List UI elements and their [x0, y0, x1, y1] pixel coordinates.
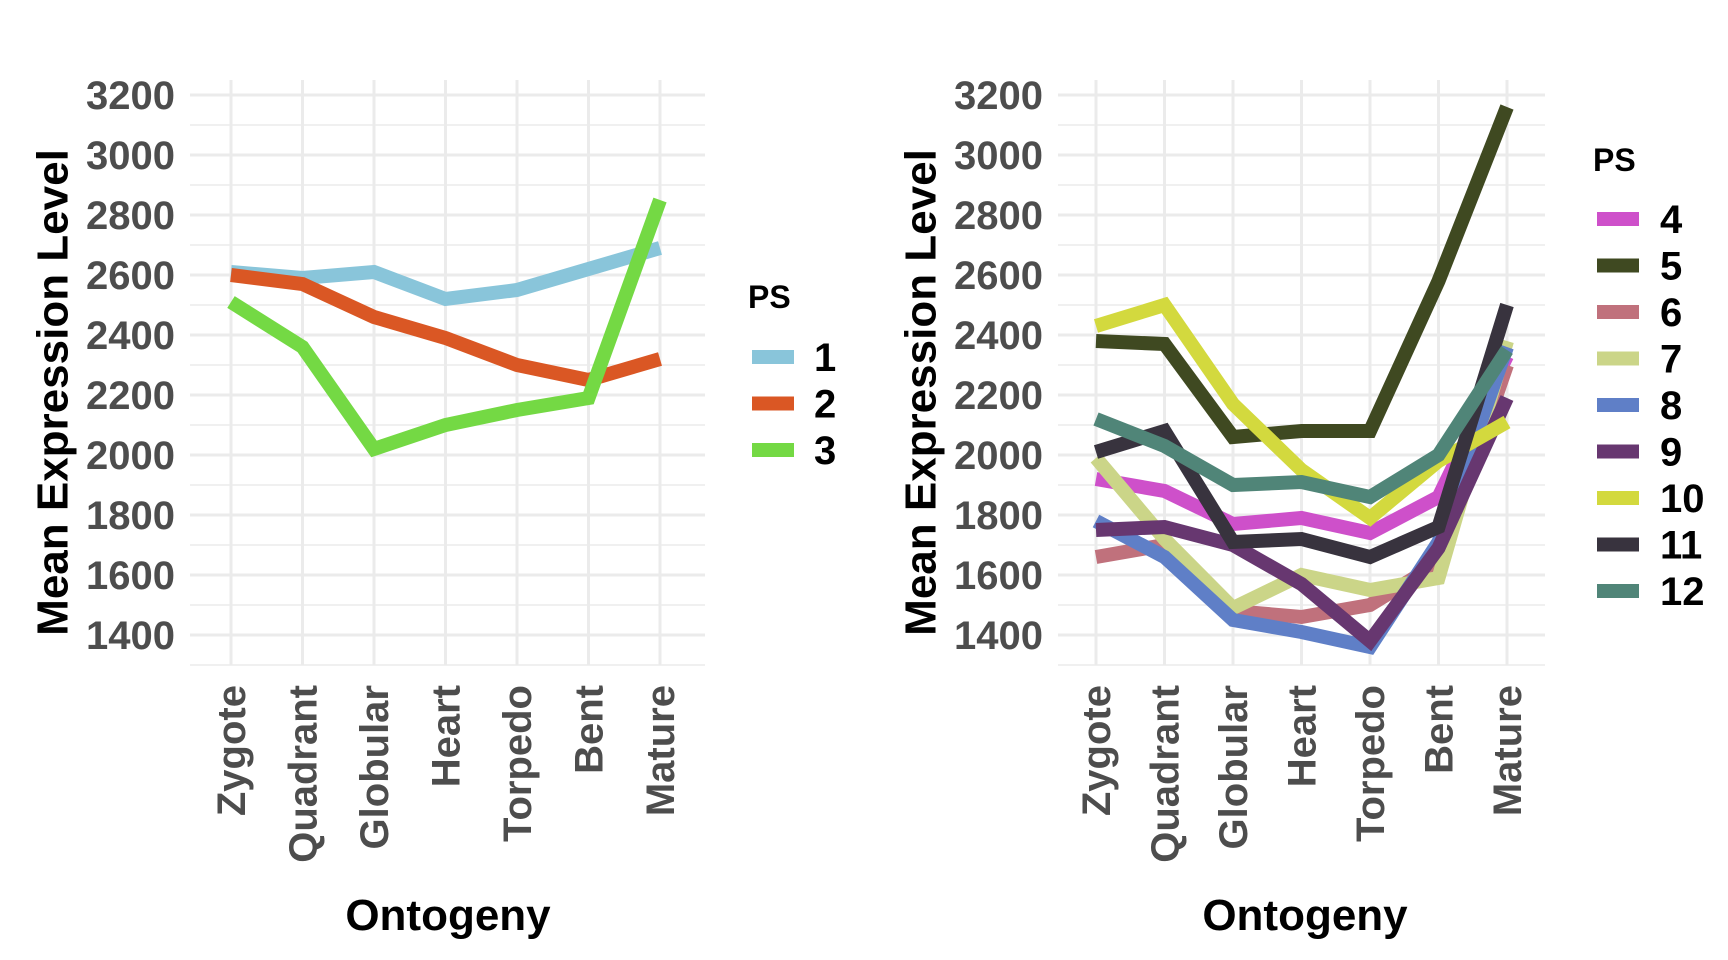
legend-label: 11 [1660, 524, 1702, 568]
legend-label: 3 [814, 429, 836, 473]
series-line-ps-3 [227, 197, 667, 458]
legend-label: 2 [814, 383, 836, 427]
x-tick-label: Mature [1486, 685, 1530, 816]
legend: PS 123 [748, 279, 836, 473]
series-lines [1090, 104, 1514, 655]
y-tick-label: 3200 [86, 74, 175, 118]
y-tick-label: 1800 [86, 494, 175, 538]
x-tick-label: Zygote [210, 685, 254, 816]
x-tick-labels: Zygote Quadrant Globular Heart Torpedo Bent Ma… [210, 685, 683, 863]
y-tick-label: 1600 [86, 554, 175, 598]
y-tick-label: 2600 [86, 254, 175, 298]
legend-label: 6 [1660, 291, 1682, 335]
y-tick-label: 2400 [86, 314, 175, 358]
y-tick-labels: 1400 1600 1800 2000 2200 2400 2600 2800 3000 3200 [86, 74, 175, 658]
legend-label: 8 [1660, 384, 1682, 428]
legend-title: PS [748, 279, 791, 315]
x-tick-label: Torpedo [496, 685, 540, 842]
y-tick-label: 1600 [954, 554, 1043, 598]
y-tick-label: 2600 [954, 254, 1043, 298]
y-tick-label: 1400 [86, 614, 175, 658]
x-tick-labels: Zygote Quadrant Globular Heart Torpedo Bent Ma… [1075, 685, 1530, 863]
y-tick-label: 2000 [86, 434, 175, 478]
legend-label: 4 [1660, 198, 1683, 242]
legend-label: 9 [1660, 431, 1682, 475]
x-tick-label: Bent [1418, 685, 1462, 774]
series-line-ps-4 [1094, 352, 1514, 541]
legend-label: 1 [814, 336, 836, 380]
x-tick-label: Quadrant [282, 685, 326, 863]
legend-title: PS [1593, 142, 1636, 178]
y-tick-label: 2800 [86, 194, 175, 238]
x-axis-title: Ontogeny [345, 891, 551, 940]
y-axis-title: Mean Expression Level [896, 149, 945, 636]
y-tick-label: 3000 [954, 134, 1043, 178]
x-tick-label: Heart [1281, 685, 1325, 787]
x-tick-label: Bent [568, 685, 612, 774]
x-tick-label: Globular [353, 685, 397, 849]
y-tick-label: 2200 [954, 374, 1043, 418]
x-tick-label: Heart [425, 685, 469, 787]
y-tick-label: 2400 [954, 314, 1043, 358]
x-axis-title: Ontogeny [1202, 891, 1408, 940]
y-tick-label: 2000 [954, 434, 1043, 478]
series-lines [227, 197, 667, 458]
y-tick-label: 2200 [86, 374, 175, 418]
x-tick-label: Torpedo [1349, 685, 1393, 842]
chart-panel-2: 1400 1600 1800 2000 2200 2400 2600 2800 3000 3200… [896, 74, 1704, 940]
x-tick-label: Quadrant [1144, 685, 1188, 863]
legend-label: 12 [1660, 570, 1705, 614]
series-line-ps-7 [1090, 339, 1514, 617]
y-tick-label: 3200 [954, 74, 1043, 118]
series-line-ps-5 [1095, 104, 1514, 445]
series-line-ps-9 [1095, 395, 1514, 652]
x-tick-label: Globular [1212, 685, 1256, 849]
grid [190, 80, 705, 666]
y-tick-label: 1400 [954, 614, 1043, 658]
legend-label: 5 [1660, 245, 1682, 289]
y-tick-label: 1800 [954, 494, 1043, 538]
x-tick-label: Zygote [1075, 685, 1119, 816]
chart-panel-1: 1400 1600 1800 2000 2200 2400 2600 2800 3000 3200… [28, 74, 836, 940]
y-tick-label: 2800 [954, 194, 1043, 238]
y-axis-title: Mean Expression Level [28, 149, 77, 636]
x-tick-label: Mature [639, 685, 683, 816]
y-tick-label: 3000 [86, 134, 175, 178]
legend-label: 10 [1660, 477, 1705, 521]
legend-label: 7 [1660, 338, 1682, 382]
series-line-ps-11 [1093, 302, 1514, 565]
series-line-ps-12 [1093, 346, 1513, 505]
y-tick-labels: 1400 1600 1800 2000 2200 2400 2600 2800 3000 3200 [954, 74, 1043, 658]
